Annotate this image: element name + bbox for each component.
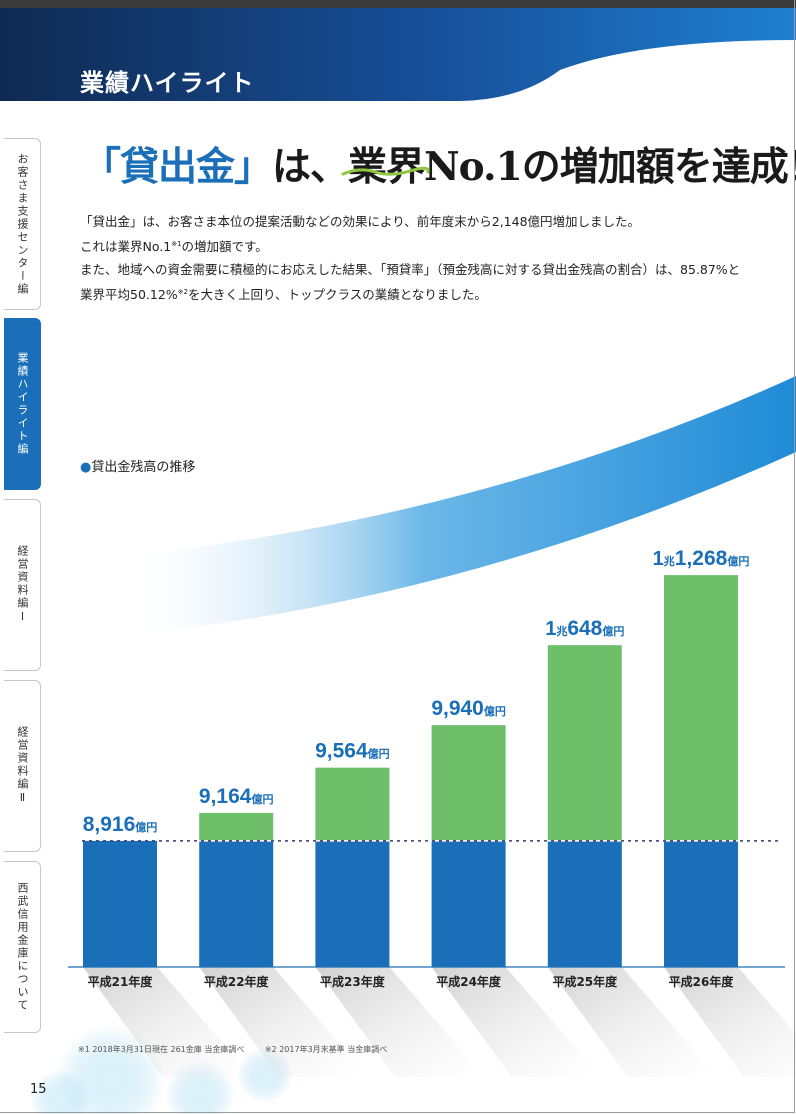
footnote-1: ※1 2018年3月31日現在 261金庫 当金庫調べ (78, 1045, 245, 1054)
bar-value-label: 1兆1,268億円 (653, 547, 750, 570)
highlight-mark-icon (341, 166, 430, 176)
growth-swoosh (120, 376, 796, 636)
bar-base (431, 840, 506, 967)
side-tab-label: 業績ハイライト編 (16, 352, 29, 456)
bar-increase (664, 575, 738, 841)
side-tab-label: 西武信用金庫について (16, 882, 29, 1012)
bar-shadows (83, 967, 796, 1077)
side-tab-about[interactable]: 西武信用金庫について (4, 861, 41, 1033)
bar-value-label: 9,564億円 (315, 740, 390, 763)
bar-base (664, 840, 738, 967)
bar-shadow (83, 967, 252, 1077)
header-background (0, 0, 796, 101)
body-line-2: これは業界No.1※1の増加額です。 (80, 239, 268, 255)
side-tab-support-center[interactable]: お客さま支援センター編 (4, 138, 41, 310)
bar-value-label: 1兆648億円 (545, 617, 624, 640)
bar-increase (547, 645, 622, 841)
header-title: 業績ハイライト (80, 69, 255, 97)
bar-value-label: 8,916億円 (83, 813, 158, 836)
x-tick-label: 平成22年度 (204, 974, 270, 989)
headline-rest: は、業界No.1の増加額を達成！ (272, 144, 796, 190)
x-tick-label: 平成21年度 (88, 974, 154, 989)
bar-base (547, 840, 622, 967)
body-line-3: また、地域への資金需要に積極的にお応えした結果、「預貸率」（預金残高に対する貸出… (80, 262, 741, 278)
bar-base (315, 840, 390, 967)
footnote-2: ※2 2017年3月末基準 当金庫調べ (264, 1045, 388, 1054)
headline: 「貸出金」は、業界No.1の増加額を達成！ (82, 136, 796, 192)
bullet-icon: ● (80, 460, 92, 475)
body-line-4: 業界平均50.12%※2を大きく上回り、トップクラスの業績となりました。 (80, 287, 487, 303)
side-tab-label: 経営資料編Ⅱ (16, 726, 29, 806)
x-tick-label: 平成23年度 (320, 974, 386, 989)
page-number: 15 (30, 1082, 47, 1097)
bar-shadow (431, 967, 601, 1077)
bar-increase (315, 767, 390, 841)
chart-title: 貸出金残高の推移 (91, 460, 196, 475)
body-text: 「貸出金」は、お客さま本位の提案活動などの効果により、前年度末から2,148億円… (80, 210, 760, 306)
bar-shadow (547, 967, 717, 1077)
x-tick-label: 平成25年度 (552, 974, 618, 989)
side-tab-label: 経営資料編Ⅰ (16, 545, 29, 625)
page-header: 業績ハイライト (0, 0, 796, 103)
bar-base (199, 840, 274, 967)
side-tab-label: お客さま支援センター編 (16, 152, 29, 296)
bar-value-label: 9,940億円 (431, 697, 506, 720)
x-tick-label: 平成26年度 (669, 974, 735, 989)
bar-shadow (315, 967, 485, 1077)
bar-value-label: 9,164億円 (199, 785, 274, 808)
side-tab-management-2[interactable]: 経営資料編Ⅱ (4, 680, 41, 852)
bar-shadow (664, 967, 796, 1077)
body-line-1: 「貸出金」は、お客さま本位の提案活動などの効果により、前年度末から2,148億円… (80, 214, 641, 229)
side-tab-highlights[interactable]: 業績ハイライト編 (4, 318, 41, 490)
footnotes: ※1 2018年3月31日現在 261金庫 当金庫調べ ※2 2017年3月末基… (78, 1044, 405, 1055)
bar-shadow (199, 967, 369, 1077)
bar-increase (431, 725, 506, 841)
side-tab-management-1[interactable]: 経営資料編Ⅰ (4, 499, 41, 671)
bar-increase (199, 812, 274, 841)
x-tick-label: 平成24年度 (436, 974, 502, 989)
chart-label: ●貸出金残高の推移 (80, 456, 195, 475)
bar-base (83, 840, 157, 967)
headline-accent: 「貸出金」 (82, 144, 273, 190)
